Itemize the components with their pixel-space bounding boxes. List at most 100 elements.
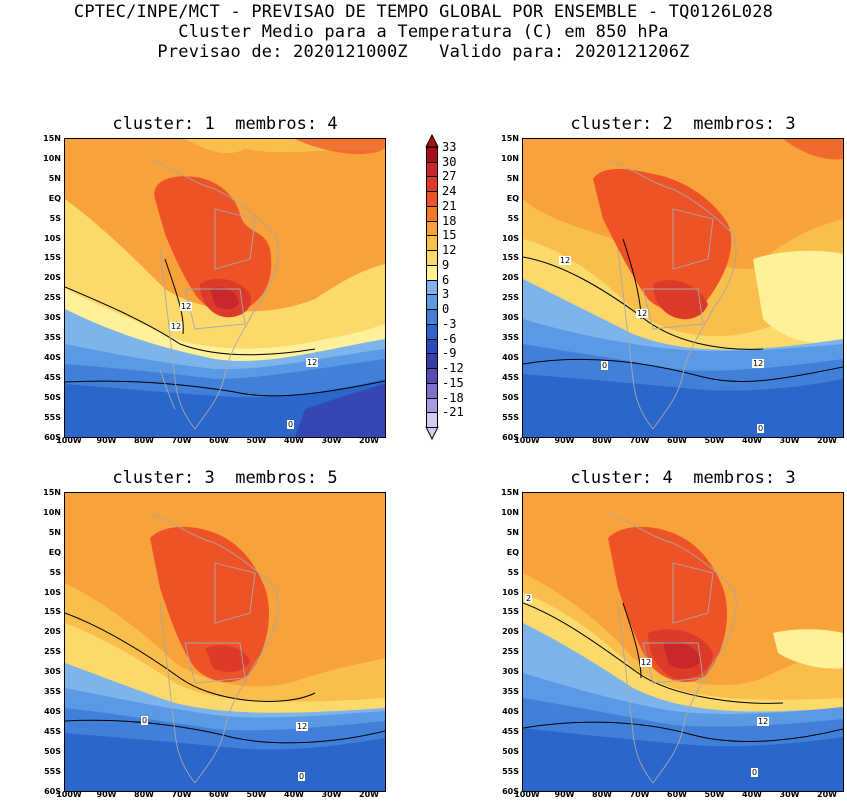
longitude-tick-label: 50W (246, 436, 267, 445)
longitude-tick-label: 60W (209, 790, 229, 799)
colorbar-swatch (426, 191, 438, 207)
longitude-tick-label: 90W (96, 790, 117, 799)
longitude-tick-label: 50W (704, 436, 725, 445)
colorbar-label: 3 (442, 287, 450, 302)
latitude-tick-label: 20S (502, 273, 519, 283)
longitude-tick-label: 70W (171, 790, 192, 799)
latitude-tick-label: 55S (502, 766, 519, 776)
figure-title-line-3: Previsao de: 2020121000Z Valido para: 20… (157, 42, 690, 62)
latitude-tick-label: 15S (44, 253, 61, 263)
latitude-tick-label: 25S (502, 293, 519, 303)
contour-label: 12 (296, 722, 309, 731)
latitude-tick-label: 5N (48, 527, 61, 537)
colorbar-swatch (426, 412, 438, 428)
latitude-tick-label: 30S (44, 667, 61, 677)
longitude-tick-label: 70W (171, 436, 192, 445)
colorbar-swatch (426, 176, 438, 193)
figure-title-line-2: Cluster Medio para a Temperatura (C) em … (178, 22, 669, 42)
panel-2-title: cluster: 2 membros: 3 (570, 114, 796, 134)
latitude-tick-label: 30S (44, 313, 61, 323)
colorbar-swatch (426, 147, 438, 163)
colorbar-swatch (426, 397, 438, 414)
colorbar-label: 12 (442, 243, 457, 258)
longitude-tick-label: 70W (629, 436, 650, 445)
colorbar-swatch (426, 161, 438, 178)
colorbar-label: 21 (442, 198, 457, 213)
map-panel-4 (522, 492, 844, 792)
map-panel-2 (522, 138, 844, 438)
latitude-tick-label: 5S (49, 567, 61, 577)
latitude-tick-label: 20S (502, 627, 519, 637)
longitude-tick-label: 30W (321, 790, 342, 799)
panel-3-title: cluster: 3 membros: 5 (112, 468, 338, 488)
longitude-tick-label: 30W (779, 790, 800, 799)
longitude-tick-label: 100W (514, 790, 540, 799)
latitude-tick-label: 55S (44, 412, 61, 422)
latitude-tick-label: EQ (48, 547, 61, 557)
colorbar-label: 24 (442, 184, 457, 199)
latitude-tick-label: 45S (44, 726, 61, 736)
latitude-tick-label: 40S (44, 352, 61, 362)
contour-label: 0 (757, 424, 765, 433)
colorbar-swatch (426, 382, 438, 399)
contour-label: 12 (757, 717, 770, 726)
contour-label: 12 (636, 309, 649, 318)
colorbar-label: 18 (442, 213, 457, 228)
latitude-tick-label: 50S (44, 392, 61, 402)
colorbar-label: 30 (442, 154, 457, 169)
latitude-tick-label: EQ (506, 193, 519, 203)
latitude-tick-label: 60S (44, 432, 61, 442)
contour-label: 12 (559, 256, 572, 265)
latitude-tick-label: 5N (506, 173, 519, 183)
longitude-tick-label: 100W (514, 436, 540, 445)
longitude-tick-label: 50W (704, 790, 725, 799)
latitude-tick-label: 60S (502, 432, 519, 442)
longitude-tick-label: 100W (56, 790, 82, 799)
latitude-tick-label: 15S (502, 253, 519, 263)
latitude-tick-label: 45S (502, 726, 519, 736)
latitude-tick-label: EQ (506, 547, 519, 557)
longitude-tick-label: 20W (359, 790, 379, 799)
longitude-tick-label: 60W (667, 790, 687, 799)
latitude-tick-label: 10N (43, 153, 61, 163)
colorbar-label: 33 (442, 140, 457, 154)
latitude-tick-label: 60S (44, 786, 61, 796)
temperature-map-1 (65, 139, 385, 437)
latitude-tick-label: 10S (502, 587, 519, 597)
latitude-tick-label: 10S (44, 233, 61, 243)
latitude-tick-label: 10S (44, 587, 61, 597)
longitude-tick-label: 60W (667, 436, 687, 445)
colorbar-swatch (426, 279, 438, 296)
contour-label: 12 (306, 358, 319, 367)
colorbar-swatch (426, 323, 438, 340)
longitude-tick-label: 80W (592, 790, 612, 799)
colorbar-label: -18 (442, 390, 464, 405)
latitude-tick-label: 5N (48, 173, 61, 183)
latitude-tick-label: 60S (502, 786, 519, 796)
latitude-tick-label: 20S (44, 627, 61, 637)
contour-label: 0 (141, 716, 149, 725)
longitude-tick-label: 80W (134, 436, 154, 445)
colorbar-swatch (426, 309, 438, 325)
colorbar-swatch (426, 368, 438, 384)
colorbar-swatch (426, 250, 438, 266)
colorbar-swatch (426, 220, 438, 237)
colorbar-label: 6 (442, 272, 450, 287)
colorbar-label: -3 (442, 316, 457, 331)
longitude-tick-label: 80W (592, 436, 612, 445)
longitude-tick-label: 30W (779, 436, 800, 445)
latitude-tick-label: 35S (502, 687, 519, 696)
contour-label: 0 (287, 420, 295, 429)
contour-label: 12 (752, 359, 765, 368)
longitude-tick-label: 90W (96, 436, 117, 445)
longitude-tick-label: 20W (817, 790, 837, 799)
colorbar-swatch (426, 235, 438, 252)
temperature-map-4 (523, 493, 843, 791)
latitude-tick-label: 40S (502, 352, 519, 362)
longitude-tick-label: 80W (134, 790, 154, 799)
colorbar-swatch (426, 353, 438, 370)
longitude-tick-label: 20W (817, 436, 837, 445)
colorbar-swatch (426, 264, 438, 281)
latitude-tick-label: 15N (501, 134, 519, 143)
latitude-tick-label: 40S (502, 706, 519, 716)
